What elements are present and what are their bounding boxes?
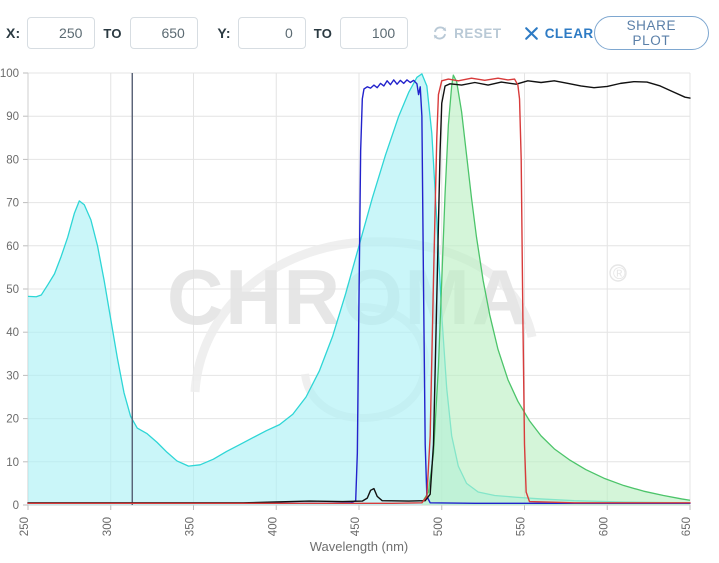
y-tick-label: 0 xyxy=(13,500,19,512)
y-tick-label: 100 xyxy=(0,68,19,80)
x-tick-label: 250 xyxy=(19,517,31,536)
emission-spectrum-line xyxy=(421,74,691,504)
x-max-input[interactable] xyxy=(129,17,198,49)
y-to-label: TO xyxy=(313,25,333,41)
x-tick-label: 500 xyxy=(433,517,445,536)
close-x-icon xyxy=(524,26,539,41)
x-range-label: X: xyxy=(6,25,21,41)
share-plot-button[interactable]: SHARE PLOT xyxy=(593,16,709,50)
y-tick-label: 70 xyxy=(6,198,19,210)
spectra-line-layer xyxy=(27,77,691,504)
x-tick-label: 300 xyxy=(102,517,114,536)
x-tick-label: 550 xyxy=(516,517,528,536)
clear-button[interactable]: CLEAR xyxy=(524,26,594,41)
y-range-label: Y: xyxy=(217,25,231,41)
y-tick-label: 90 xyxy=(6,111,19,123)
x-tick-label: 350 xyxy=(185,517,197,536)
y-tick-label: 50 xyxy=(6,284,19,296)
spectra-plot-svg[interactable]: CHROMA ® 0102030405060708090100250300350… xyxy=(0,62,719,563)
x-tick-label: 400 xyxy=(267,517,279,536)
y-tick-label: 60 xyxy=(6,241,19,253)
y-max-input[interactable] xyxy=(340,17,409,49)
y-tick-label: 20 xyxy=(6,414,19,426)
x-tick-label: 600 xyxy=(598,517,610,536)
excitation-filter-line xyxy=(27,79,691,504)
refresh-icon xyxy=(432,25,448,41)
clear-label: CLEAR xyxy=(544,25,594,41)
y-tick-label: 80 xyxy=(6,154,19,166)
reset-button[interactable]: RESET xyxy=(432,25,502,41)
y-min-input[interactable] xyxy=(237,17,306,49)
y-tick-label: 10 xyxy=(6,457,19,469)
reset-label: RESET xyxy=(454,25,502,41)
watermark-registered-mark: ® xyxy=(613,264,626,283)
plot-range-toolbar: X: TO Y: TO RESET xyxy=(0,0,719,66)
y-tick-label: 40 xyxy=(6,327,19,339)
x-to-label: TO xyxy=(103,25,122,41)
emission-spectrum-area xyxy=(421,75,690,505)
x-min-input[interactable] xyxy=(27,17,96,49)
axis-labels-layer: 0 10 20 30 40 50 60 70 80 90 100 250 300 350 400 450 500… xyxy=(0,68,693,536)
emission-filter-line xyxy=(27,77,691,504)
x-axis-title: Wavelength (nm) xyxy=(310,539,409,554)
y-tick-label: 30 xyxy=(6,370,19,382)
x-tick-label: 450 xyxy=(350,517,362,536)
dichroic-mirror-line xyxy=(27,80,691,504)
x-tick-label: 650 xyxy=(681,517,693,536)
spectra-chart: CHROMA ® 0102030405060708090100250300350… xyxy=(0,62,719,563)
